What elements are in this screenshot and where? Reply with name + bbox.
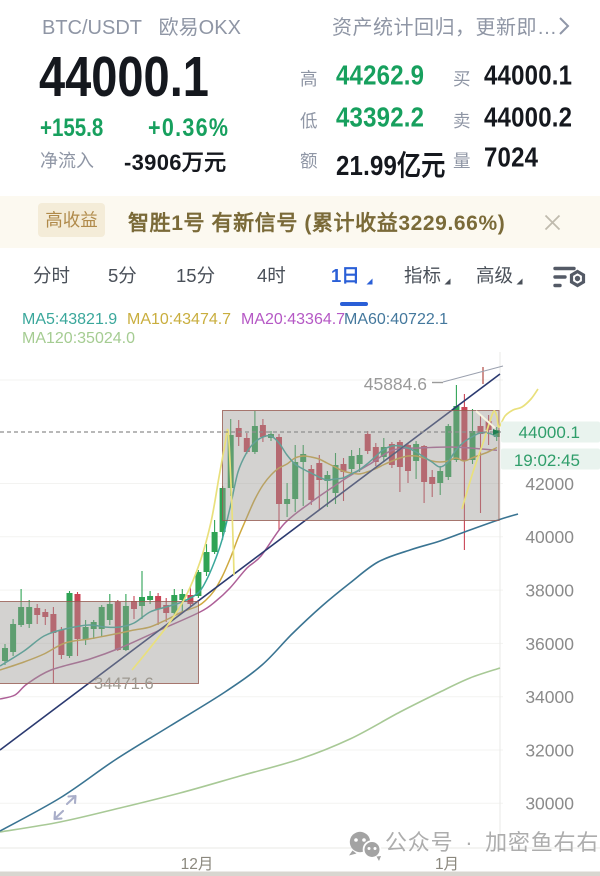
svg-text:30000: 30000	[525, 794, 574, 814]
svg-text:45884.6: 45884.6	[364, 374, 427, 394]
svg-text:40000: 40000	[525, 527, 574, 547]
svg-text:42000: 42000	[525, 474, 574, 494]
svg-text:34000: 34000	[525, 687, 574, 707]
svg-text:44000.1: 44000.1	[519, 423, 580, 442]
svg-text:19:02:45: 19:02:45	[514, 451, 580, 470]
svg-text:34471.6: 34471.6	[94, 675, 154, 693]
svg-text:38000: 38000	[525, 581, 574, 601]
svg-text:32000: 32000	[525, 740, 574, 760]
svg-text:公众号 · 加密鱼右右: 公众号 · 加密鱼右右	[385, 830, 599, 855]
svg-text:12月: 12月	[181, 856, 214, 873]
svg-text:1月: 1月	[435, 856, 459, 873]
svg-text:36000: 36000	[525, 634, 574, 654]
